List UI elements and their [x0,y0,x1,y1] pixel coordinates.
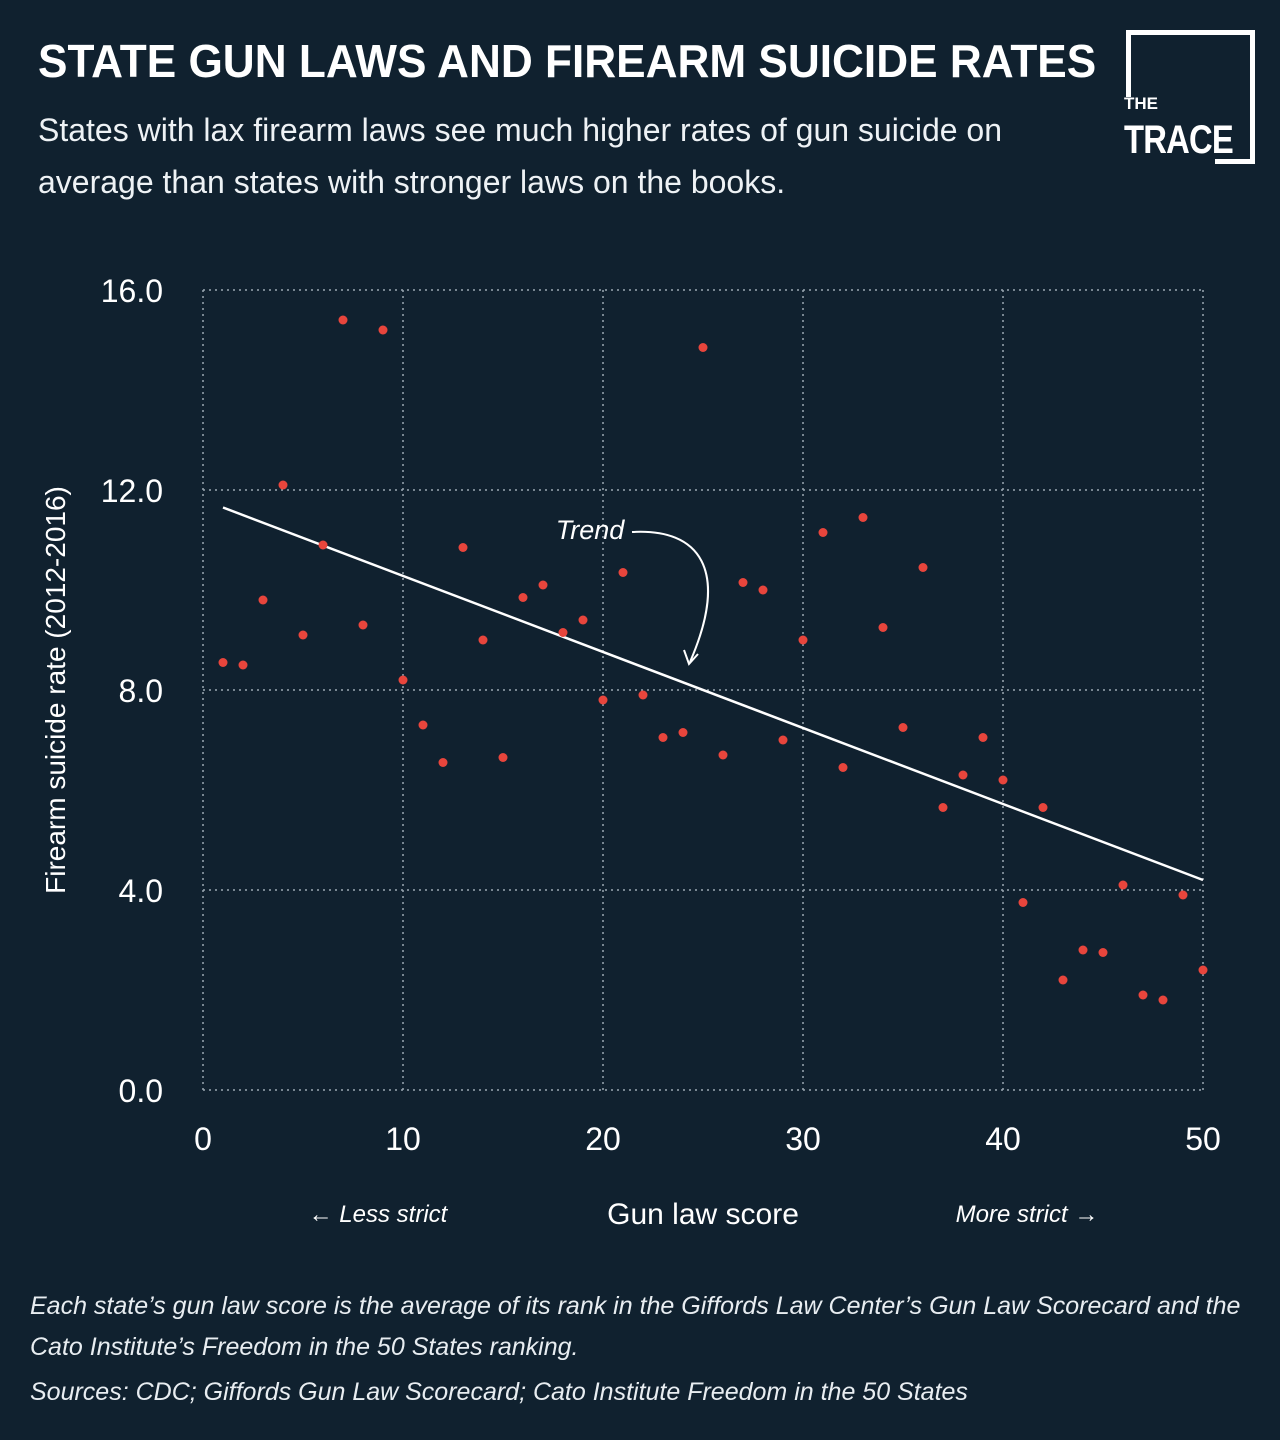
scatter-point [638,690,648,700]
scatter-point [678,728,688,737]
scatter-point [1078,945,1088,955]
chart-title: STATE GUN LAWS AND FIREARM SUICIDE RATES [38,35,1097,87]
methodology-note: Each state’s gun law score is the averag… [30,1292,1241,1361]
scatter-point [718,750,728,760]
x-tick-label: 30 [785,1121,821,1157]
logo-line-trace: TRACE [1124,118,1234,162]
y-tick-label: 0.0 [119,1073,163,1109]
scatter-point [598,695,608,705]
scatter-point [238,660,248,670]
scatter-point [958,770,968,780]
scatter-point [938,803,948,812]
scatter-point [338,315,348,325]
chart-subtitle: States with lax firearm laws see much hi… [38,112,1003,200]
scatter-point [698,343,708,352]
scatter-point [558,628,568,637]
x-tick-label: 40 [985,1121,1021,1157]
scatter-point [1138,990,1148,1000]
scatter-point [898,723,908,732]
scatter-point [1038,803,1048,812]
y-tick-label: 16.0 [101,273,163,309]
y-tick-label: 8.0 [119,673,163,709]
scatter-chart: 0.0 4.0 8.0 12.0 16.0 0 10 20 30 40 50 Trend Fire… [40,273,1221,1231]
x-tick-label: 0 [194,1121,212,1157]
scatter-point [778,735,788,745]
scatter-point [438,758,448,767]
scatter-point [1158,995,1168,1005]
x-axis-ticks: 0 10 20 30 40 50 [194,1121,1221,1157]
x-tick-label: 20 [585,1121,621,1157]
y-tick-label: 12.0 [101,473,163,509]
scatter-point [978,733,988,742]
scatter-point [318,540,328,550]
scatter-point [818,528,828,537]
scatter-point [518,593,528,602]
scatter-point [1178,890,1188,900]
scatter-point [1058,975,1068,985]
scatter-point [758,585,768,595]
scatter-point [218,658,228,667]
scatter-point [298,630,308,640]
more-strict-label: More strict → [956,1201,1099,1228]
scatter-point [1198,965,1208,975]
scatter-point [618,568,628,577]
scatter-point [998,775,1008,785]
scatter-point [798,635,808,645]
scatter-point [1098,948,1108,957]
x-tick-label: 10 [385,1121,421,1157]
scatter-point [418,720,428,730]
scatter-point [498,753,508,762]
trend-annotation-arrow [631,530,709,663]
y-tick-label: 4.0 [119,873,163,909]
scatter-point [658,733,668,742]
scatter-point [258,595,268,605]
scatter-point [878,623,888,632]
scatter-point [578,615,588,625]
trend-line-group [222,506,1204,882]
x-axis-label: Gun law score [607,1198,799,1231]
y-axis-label: Firearm suicide rate (2012-2016) [40,486,71,894]
data-points [218,315,1208,1005]
y-axis-ticks: 0.0 4.0 8.0 12.0 16.0 [101,273,163,1109]
logo-line-the: THE [1124,94,1158,113]
scatter-point [1118,880,1128,890]
scatter-point [458,543,468,552]
scatter-point [838,763,848,772]
scatter-point [278,480,288,490]
scatter-point [1018,898,1028,907]
scatter-point [858,513,868,522]
logo-frame [1126,30,1255,164]
scatter-point [358,620,368,630]
scatter-point [738,578,748,587]
scatter-point [538,580,548,590]
x-tick-label: 50 [1185,1121,1221,1157]
less-strict-label: ← Less strict [309,1201,449,1228]
scatter-point [918,563,928,572]
trend-annotation-arrowhead [683,649,699,666]
trend-annotation-group: Trend [556,515,709,666]
scatter-point [398,675,408,685]
scatter-point [478,635,488,645]
the-trace-logo: THE TRACE [1124,30,1255,164]
scatter-point [378,325,388,335]
trend-annotation-label: Trend [556,515,626,545]
trend-line [222,506,1204,882]
sources-note: Sources: CDC; Giffords Gun Law Scorecard… [30,1378,968,1406]
